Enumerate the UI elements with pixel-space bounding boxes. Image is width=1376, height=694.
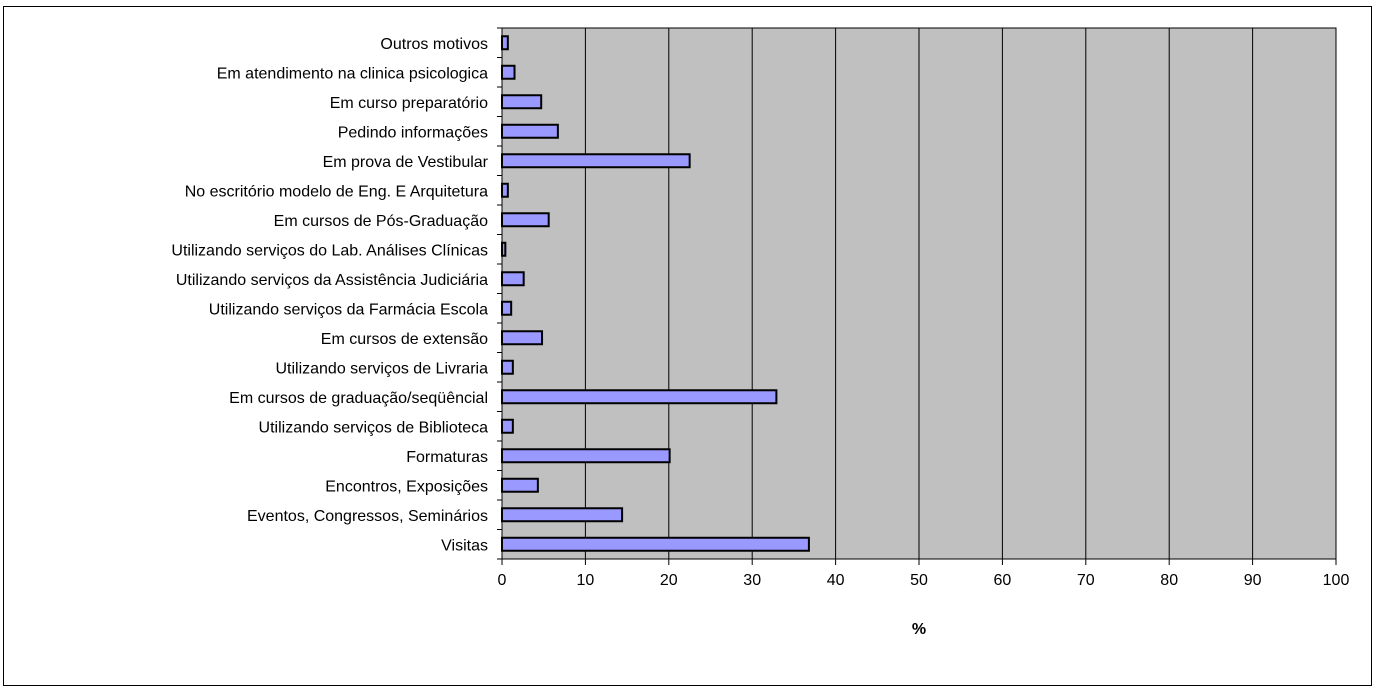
x-tick-label: 100 [1323, 572, 1350, 589]
bar [501, 64, 516, 80]
category-label: Eventos, Congressos, Seminários [247, 508, 488, 525]
x-tick-label: 80 [1160, 572, 1178, 589]
bar [501, 271, 525, 287]
category-label: No escritório modelo de Eng. E Arquitetu… [185, 183, 488, 200]
bar [501, 153, 691, 169]
bar [501, 418, 514, 434]
bar [501, 448, 671, 464]
bar [501, 300, 513, 316]
x-tick-label: 50 [910, 572, 928, 589]
x-tick-labels: 0 10 20 30 40 50 60 70 80 90 100 [498, 572, 1350, 589]
bar [501, 212, 550, 228]
x-tick-label: 30 [743, 572, 761, 589]
category-label: Em curso preparatório [330, 95, 488, 112]
category-labels: Outros motivos Em atendimento na clinica … [171, 36, 488, 555]
category-label: Em cursos de Pós-Graduação [274, 213, 488, 230]
category-label: Em cursos de graduação/seqüêncial [229, 390, 488, 407]
x-tick-label: 90 [1244, 572, 1262, 589]
category-label: Pedindo informações [338, 124, 488, 141]
category-label: Utilizando serviços de Livraria [275, 360, 488, 377]
bar [501, 330, 544, 346]
category-label: Encontros, Exposições [325, 478, 488, 495]
category-label: Em cursos de extensão [321, 331, 488, 348]
category-label: Utilizando serviços da Assistência Judic… [176, 272, 488, 289]
category-label: Visitas [441, 537, 488, 554]
bar [501, 123, 559, 139]
bar [501, 359, 514, 375]
bar [501, 35, 509, 51]
x-tick-label: 20 [660, 572, 678, 589]
bar [501, 389, 778, 405]
category-label: Outros motivos [380, 36, 488, 53]
bar [501, 241, 507, 257]
bar [501, 536, 810, 552]
category-label: Em prova de Vestibular [323, 154, 489, 171]
category-label: Utilizando serviços de Biblioteca [259, 419, 489, 436]
bar [501, 94, 543, 110]
category-label: Utilizando serviços da Farmácia Escola [209, 301, 488, 318]
axes [497, 27, 1337, 565]
bars [501, 35, 810, 552]
x-tick-label: 10 [577, 572, 595, 589]
x-tick-label: 60 [994, 572, 1012, 589]
x-tick-label: 40 [827, 572, 845, 589]
x-tick-label: 0 [498, 572, 507, 589]
bar [501, 477, 539, 493]
category-label: Utilizando serviços do Lab. Análises Clí… [171, 242, 488, 259]
x-tick-label: 70 [1077, 572, 1095, 589]
category-label: Em atendimento na clinica psicologica [217, 65, 488, 82]
category-label: Formaturas [406, 449, 488, 466]
bar [501, 182, 509, 198]
bar [501, 507, 624, 523]
gridlines [584, 28, 1254, 559]
x-axis-label: % [912, 621, 926, 638]
